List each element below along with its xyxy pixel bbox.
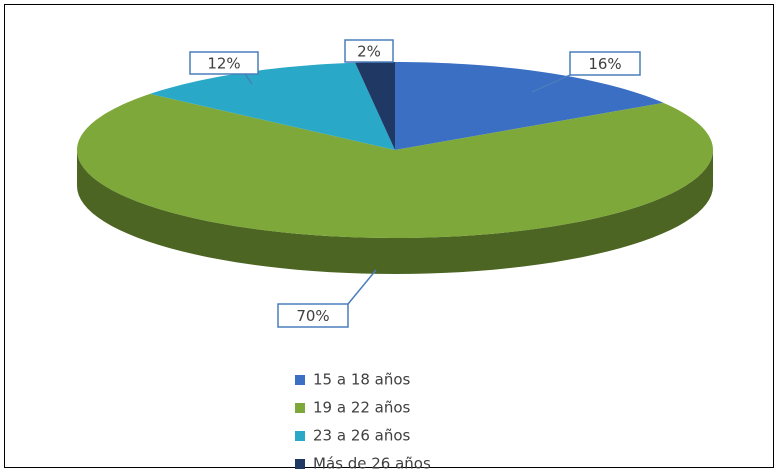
label-box [569,51,641,76]
legend-swatch [295,375,305,385]
legend-label: Más de 26 años [313,455,431,472]
leader-line [244,73,253,85]
legend-label: 15 a 18 años [313,371,411,389]
slice [149,62,395,150]
data-label: 70% [296,307,329,325]
data-label: 2% [357,43,381,61]
legend-label: 19 a 22 años [313,399,411,417]
label-box [189,51,259,75]
legend-swatch [295,431,305,441]
data-label: 16% [588,55,621,73]
slice-side [77,150,713,274]
leader-line [347,269,377,305]
legend-swatch [295,403,305,413]
label-box [277,303,349,328]
data-label: 12% [207,55,240,73]
legend-swatch [295,459,305,469]
slice [395,62,664,150]
leader-line [531,74,571,93]
legend-label: 23 a 26 años [313,427,411,445]
slice [355,62,395,150]
label-box [344,39,394,63]
slice [77,93,713,238]
